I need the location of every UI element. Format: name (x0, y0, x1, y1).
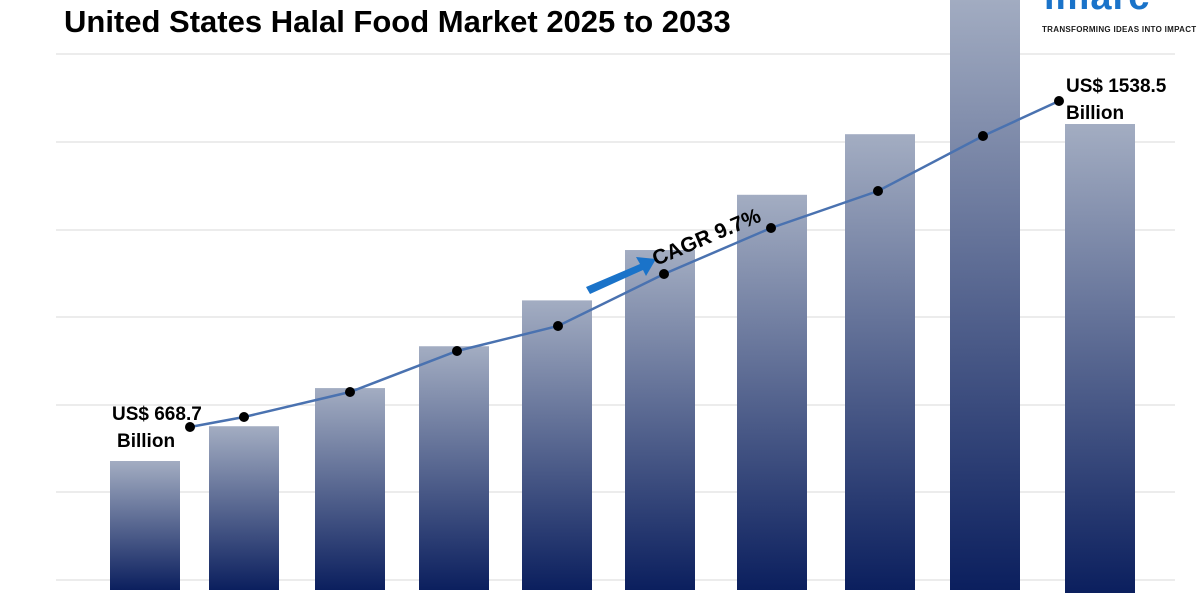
bar-2027 (315, 388, 385, 590)
bar-2033 (950, 0, 1020, 590)
end-value-unit-label: Billion (1066, 103, 1124, 124)
bar-2026 (209, 426, 279, 590)
trend-line (189, 99, 1060, 429)
trend-marker-1 (239, 412, 249, 422)
bar-2032 (845, 134, 915, 590)
bar-2025 (110, 461, 180, 590)
cagr-arrow-icon (586, 257, 656, 294)
trend-line-path (189, 99, 1060, 429)
bar-2028 (419, 346, 489, 590)
trend-marker-9 (1054, 96, 1064, 106)
trend-marker-0 (185, 422, 195, 432)
end-value-label: US$ 1538.5 (1066, 76, 1167, 97)
trend-marker-4 (553, 321, 563, 331)
logo-tagline: TRANSFORMING IDEAS INTO IMPACT (1042, 25, 1197, 34)
bar-2031 (737, 194, 807, 590)
page-title: United States Halal Food Market 2025 to … (64, 4, 731, 39)
trend-marker-3 (452, 346, 462, 356)
trend-markers (185, 96, 1064, 432)
trend-marker-7 (873, 186, 883, 196)
trend-marker-6 (766, 223, 776, 233)
bar-2029 (522, 300, 592, 590)
bars (110, 0, 1135, 593)
bar-2030 (625, 250, 695, 591)
trend-marker-2 (345, 387, 355, 397)
trend-marker-5 (659, 269, 669, 279)
start-value-unit-label: Billion (117, 431, 175, 452)
logo-wordmark: imarc (1044, 0, 1150, 16)
bar-final (1065, 124, 1135, 593)
trend-marker-8 (978, 131, 988, 141)
imarc-logo[interactable]: imarc TRANSFORMING IDEAS INTO IMPACT (1040, 0, 1200, 40)
start-value-label: US$ 668.7 (112, 404, 202, 425)
